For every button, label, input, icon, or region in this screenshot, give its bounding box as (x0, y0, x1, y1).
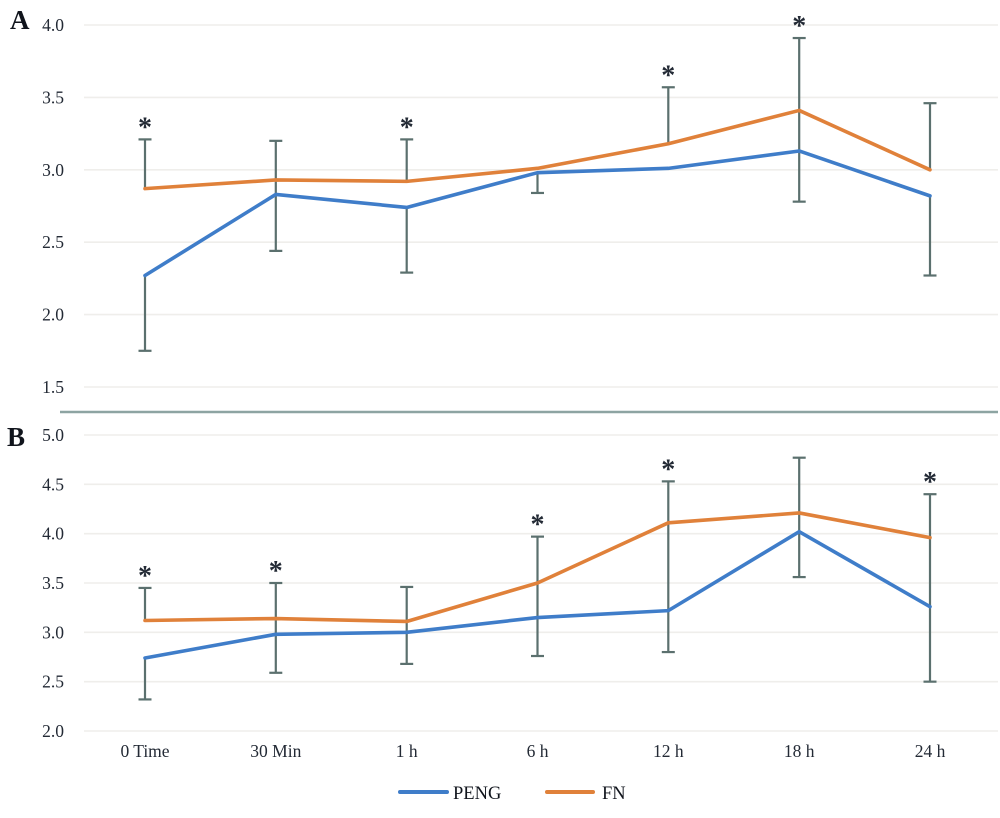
y-tick-label: 3.0 (42, 160, 64, 180)
legend: PENG FN (398, 784, 626, 804)
y-tick-label: 2.5 (42, 232, 64, 252)
error-bar (138, 586, 152, 701)
error-bar (531, 535, 544, 658)
x-tick-label: 12 h (653, 741, 684, 761)
x-tick-label: 18 h (784, 741, 815, 761)
series-line-fn (143, 108, 932, 191)
error-bar (269, 581, 283, 674)
significance-asterisk: * (531, 510, 545, 541)
y-tick-label: 3.0 (42, 622, 64, 642)
significance-asterisk: * (792, 11, 806, 42)
y-tick-label: 4.0 (42, 524, 64, 544)
y-tick-label: 5.0 (42, 425, 64, 445)
error-bar (400, 138, 414, 274)
y-tick-label: 1.5 (42, 377, 64, 397)
panel-b-label: B (7, 422, 25, 452)
series-line-fn (143, 511, 932, 624)
error-bar (138, 138, 152, 352)
x-tick-label: 1 h (396, 741, 418, 761)
y-tick-label: 2.0 (42, 305, 64, 325)
legend-label-fn: FN (602, 784, 626, 804)
panel-b: 5.0 4.5 4.0 3.5 3.0 2.5 2.0 * * * * * 0 Time 30 Min 1 … (7, 422, 998, 761)
series-line-peng (143, 529, 932, 660)
error-bar (923, 493, 937, 683)
error-bar (792, 36, 806, 203)
legend-label-peng: PENG (453, 784, 501, 804)
x-tick-label: 24 h (915, 741, 946, 761)
significance-asterisk: * (138, 112, 152, 143)
error-bar (661, 86, 675, 144)
significance-asterisk: * (661, 60, 675, 91)
y-tick-label: 4.5 (42, 474, 64, 494)
y-tick-label: 3.5 (42, 573, 64, 593)
x-tick-label: 30 Min (250, 741, 301, 761)
error-bar (923, 102, 937, 277)
error-bar (792, 456, 806, 579)
error-bar (400, 585, 414, 666)
y-tick-label: 4.0 (42, 15, 64, 35)
error-bar (661, 480, 675, 654)
significance-asterisk: * (400, 112, 414, 143)
y-tick-label: 2.0 (42, 721, 64, 741)
panel-a-label: A (10, 5, 30, 35)
y-tick-label: 3.5 (42, 87, 64, 107)
error-bar (531, 172, 544, 195)
series-line-peng (143, 149, 932, 278)
x-tick-label: 0 Time (120, 741, 169, 761)
y-tick-label: 2.5 (42, 672, 64, 692)
x-tick-label: 6 h (527, 741, 549, 761)
significance-asterisk: * (269, 556, 283, 587)
significance-asterisk: * (661, 454, 675, 485)
panel-a: 4.0 3.5 3.0 2.5 2.0 1.5 * * * * A (10, 5, 998, 397)
significance-asterisk: * (138, 561, 152, 592)
significance-asterisk: * (923, 467, 937, 498)
